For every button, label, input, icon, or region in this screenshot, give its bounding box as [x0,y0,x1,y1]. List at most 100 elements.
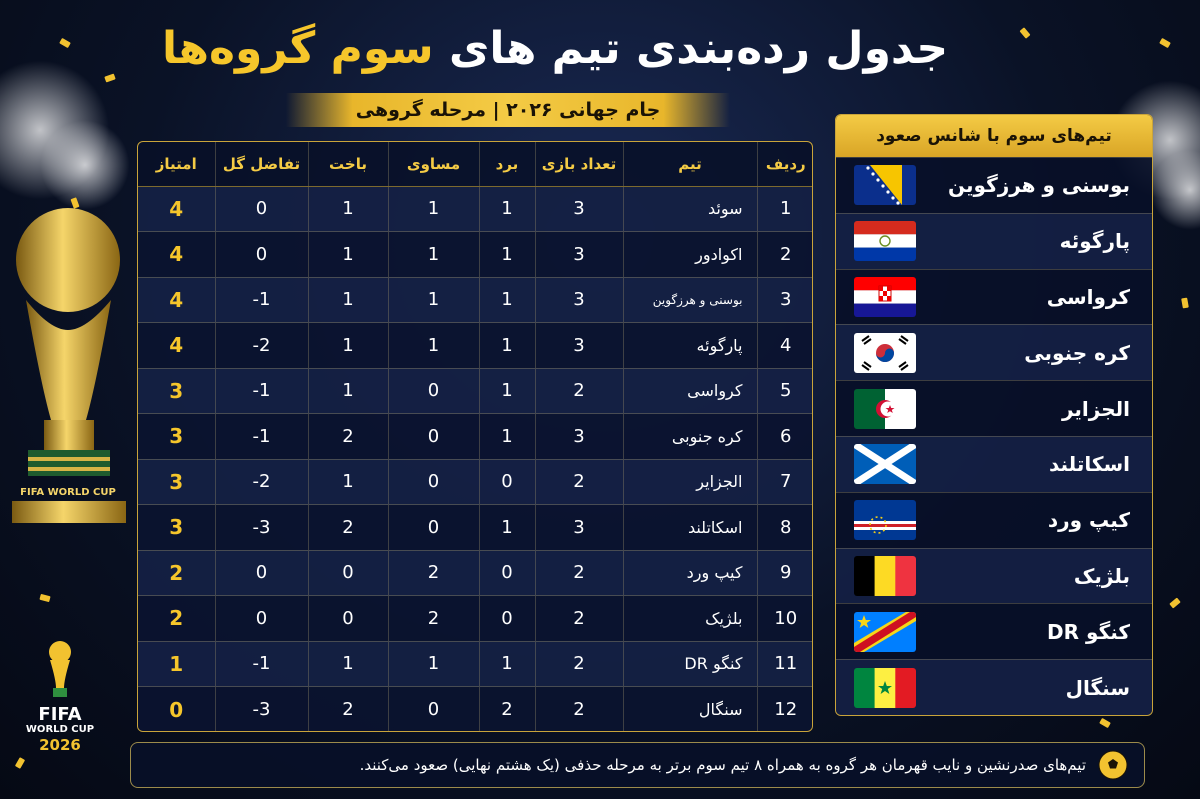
cell-played: 3 [534,231,623,277]
qualification-chances-panel: تیم‌های سوم با شانس صعود بوسنی و هرزگوین… [835,114,1153,716]
south-korea-flag-icon [854,332,916,373]
cell-drawn: 0 [387,458,479,505]
cell-team: کیپ ورد [622,549,757,596]
cell-team: کرواسی [622,367,757,414]
cell-drawn: 1 [387,276,479,323]
scotland-flag-icon [854,444,916,485]
cell-drawn: 0 [387,367,479,414]
cell-points: 4 [138,231,215,277]
table-row: 7 الجزایر 2 0 0 1 2- 3 [138,458,812,505]
cell-played: 2 [534,686,623,731]
cell-lost: 1 [307,185,388,232]
cell-played: 3 [534,185,623,232]
cell-won: 1 [478,276,535,323]
cell-points: 4 [138,276,215,323]
cell-team: پارگوئه [622,322,757,368]
cell-won: 0 [478,458,535,505]
cell-won: 1 [478,367,535,414]
cell-lost: 0 [307,549,388,596]
col-header-rank: ردیف [756,142,812,187]
paraguay-flag-icon [854,221,916,262]
panel-team-name: سنگال [1065,675,1130,700]
cell-lost: 0 [307,595,388,641]
cell-lost: 1 [307,367,388,414]
cell-points: 2 [138,595,215,641]
cell-goal-diff: 0 [214,549,308,596]
cell-rank: 7 [756,458,812,505]
belgium-flag-icon [854,555,916,596]
panel-team-name: کیپ ورد [1047,508,1130,533]
footer-note-text: تیم‌های صدرنشین و نایب قهرمان هر گروه به… [359,756,1086,774]
panel-team-item: بوسنی و هرزگوین [836,157,1152,213]
cell-goal-diff: 2- [214,458,308,505]
cape-verde-flag-icon [854,500,916,541]
col-header-points: امتیاز [138,142,215,187]
table-row: 4 پارگوئه 3 1 1 1 2- 4 [138,322,812,368]
year-label: 2026 [39,736,81,754]
cell-team: الجزایر [622,458,757,505]
cell-goal-diff: 1- [214,367,308,414]
panel-team-name: بلژیک [1073,563,1130,588]
cell-drawn: 1 [387,640,479,687]
cell-rank: 4 [756,322,812,368]
cell-lost: 2 [307,504,388,550]
cell-goal-diff: 1- [214,276,308,323]
fifa-world-cup-logo: FIFA WORLD CUP 2026 [20,640,100,770]
panel-team-item: کنگو DR [836,603,1152,659]
col-header-goal-diff: تفاضل گل [214,142,308,187]
panel-team-item: الجزایر [836,380,1152,436]
panel-team-name: پارگوئه [1059,229,1130,254]
col-header-won: برد [478,142,535,187]
page-title: جدول رده‌بندی تیم های سوم گروه‌ها [140,14,970,84]
cell-goal-diff: 1- [214,413,308,459]
cell-won: 0 [478,549,535,596]
col-header-played: تعداد بازی [534,142,623,187]
cell-lost: 1 [307,458,388,505]
cell-drawn: 1 [387,322,479,368]
panel-title: تیم‌های سوم با شانس صعود [836,115,1152,157]
panel-team-item: بلژیک [836,547,1152,604]
table-row: 2 اکوادور 3 1 1 1 0 4 [138,231,812,277]
cell-won: 1 [478,322,535,368]
cell-goal-diff: 3- [214,504,308,550]
cell-rank: 1 [756,185,812,232]
cell-team: سنگال [622,686,757,731]
table-header-row: ردیف تیم تعداد بازی برد مساوی باخت تفاضل… [138,142,812,187]
cell-played: 3 [534,322,623,368]
cell-drawn: 0 [387,413,479,459]
dr-congo-flag-icon [854,611,916,652]
panel-team-name: اسکاتلند [1048,452,1130,477]
title-white-part: جدول رده‌بندی تیم های [449,23,949,74]
cell-drawn: 0 [387,686,479,731]
standings-table: ردیف تیم تعداد بازی برد مساوی باخت تفاضل… [137,141,813,732]
algeria-flag-icon [854,388,916,429]
col-header-team: تیم [622,142,757,187]
panel-team-item: کرواسی [836,268,1152,325]
cell-won: 0 [478,595,535,641]
senegal-flag-icon [854,667,916,708]
cell-goal-diff: 0 [214,595,308,641]
cell-points: 3 [138,367,215,414]
panel-team-item: اسکاتلند [836,435,1152,492]
fifa-cup-icon [49,641,71,697]
table-row: 8 اسکاتلند 3 1 0 2 3- 3 [138,504,812,550]
cell-points: 3 [138,413,215,459]
cell-won: 1 [478,413,535,459]
cell-drawn: 1 [387,231,479,277]
cell-lost: 1 [307,276,388,323]
cell-played: 3 [534,413,623,459]
panel-team-name: کرواسی [1046,284,1130,309]
cell-points: 4 [138,185,215,232]
cell-rank: 10 [756,595,812,641]
table-row: 5 کرواسی 2 1 0 1 1- 3 [138,367,812,414]
cell-team: بوسنی و هرزگوین [622,276,757,323]
fifa-label: FIFA [38,704,82,725]
subtitle-banner: جام جهانی ۲۰۲۶ | مرحله گروهی [286,93,730,127]
cell-rank: 8 [756,504,812,550]
table-row: 1 سوئد 3 1 1 1 0 4 [138,185,812,232]
cell-goal-diff: 0 [214,231,308,277]
cell-team: کنگو DR [622,640,757,687]
cell-goal-diff: 1- [214,640,308,687]
cell-points: 3 [138,458,215,505]
panel-team-item: سنگال [836,659,1152,715]
